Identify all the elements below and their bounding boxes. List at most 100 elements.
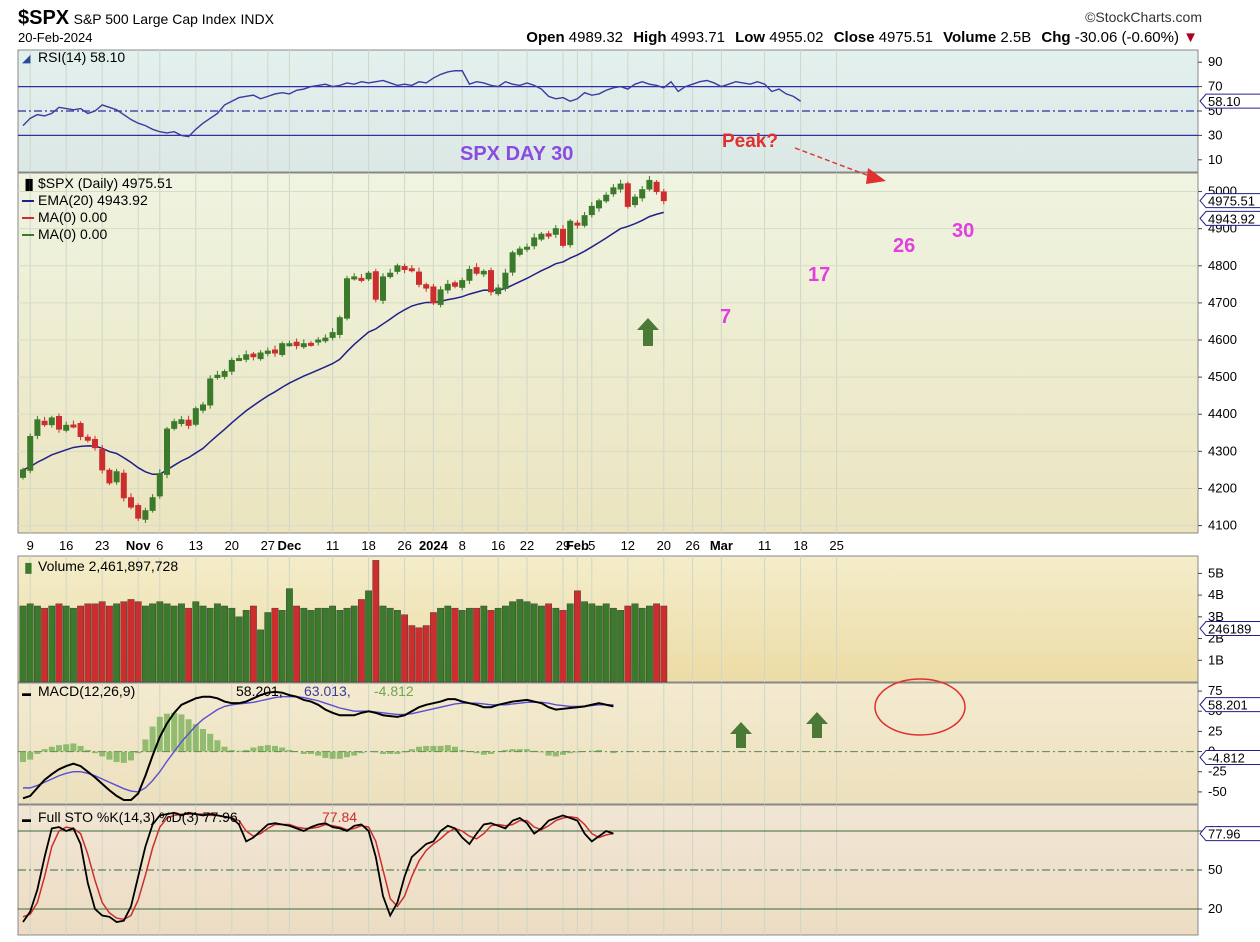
open-value: 4989.32	[568, 29, 624, 46]
candle-body	[632, 196, 638, 206]
candle-body	[308, 342, 314, 346]
macd-histogram-bar	[142, 739, 149, 752]
candle-body	[84, 436, 91, 441]
volume-bar	[559, 610, 567, 683]
macd-histogram-bar	[200, 728, 206, 752]
volume-bar	[127, 599, 135, 683]
volume-bar	[466, 607, 473, 683]
candle-body	[365, 272, 372, 280]
macd-signal-line	[23, 696, 614, 793]
candle-body	[387, 272, 394, 278]
close-value: 4975.51	[878, 29, 933, 46]
volume-bar	[415, 627, 423, 683]
macd-histogram-bar	[538, 751, 545, 753]
up-arrow-icon	[637, 318, 659, 346]
macd-histogram-bar	[560, 751, 566, 755]
macd-last-label-box	[1199, 697, 1260, 713]
x-axis-label: 25	[829, 538, 843, 553]
candle-body	[48, 417, 55, 426]
x-axis-label: 23	[95, 538, 109, 553]
macd-line	[22, 690, 614, 801]
macd-histogram-bar	[394, 751, 401, 754]
candle-body	[524, 246, 530, 250]
day-7-label: 7	[720, 306, 731, 328]
macd-histogram-bar	[509, 749, 516, 752]
macd-histogram-bar	[192, 724, 199, 752]
x-axis-label: Mar	[710, 538, 733, 553]
histogram-value: -4.812	[374, 683, 414, 699]
macd-histogram-bar	[272, 745, 278, 752]
candle-body	[372, 271, 379, 300]
candle-body	[41, 420, 48, 426]
day-30-label: 30	[952, 220, 974, 242]
peak-arrow-line	[794, 147, 873, 178]
rsi-title: RSI(14) 58.10	[38, 49, 125, 65]
sto-d-line	[22, 813, 614, 921]
volume-bar	[473, 607, 480, 683]
candle-body	[77, 423, 84, 438]
sto-d-value: 77.84	[322, 809, 357, 825]
volume-bar	[624, 605, 632, 683]
candle-body	[567, 220, 574, 246]
macd-histogram-bar	[250, 747, 257, 752]
volume-value: 2.5B	[1000, 29, 1032, 46]
x-axis-label: 13	[189, 538, 203, 553]
candle-body	[416, 271, 422, 285]
volume-bar	[156, 601, 164, 683]
volume-bar	[228, 607, 236, 683]
candle-body	[286, 343, 293, 347]
open-label: Open	[526, 29, 565, 46]
histogram-last-label-box	[1199, 749, 1260, 765]
volume-title-icon: ▐▌	[22, 562, 35, 574]
volume-axis-tick-label: 5B	[1208, 565, 1224, 580]
macd-histogram-bar	[358, 751, 365, 754]
high-value: 4993.71	[670, 29, 725, 46]
up-arrow-icon	[806, 712, 828, 738]
candle-body	[20, 469, 26, 478]
x-axis-label: 20	[225, 538, 239, 553]
x-axis-label: 8	[459, 538, 466, 553]
volume-bar	[55, 603, 63, 683]
macd-histogram-bar	[70, 743, 77, 752]
candle-icon: ▐▌	[22, 178, 36, 192]
candle-body	[214, 374, 221, 378]
volume-bar	[177, 603, 185, 683]
macd-title: MACD(12,26,9)	[38, 683, 135, 699]
x-axis-label: 5	[588, 538, 595, 553]
macd-last-label: 58.201	[1208, 698, 1248, 713]
rsi-axis-tick-label: 10	[1208, 152, 1222, 167]
candle-body	[531, 237, 538, 247]
macd-histogram-bar	[106, 751, 113, 760]
volume-bar	[141, 605, 149, 683]
x-axis-label: 6	[156, 538, 163, 553]
candle-body	[473, 267, 480, 274]
volume-bar	[307, 610, 315, 683]
sto-last-label: 77.96	[1208, 827, 1241, 842]
volume-bar	[105, 605, 113, 683]
volume-bar	[293, 605, 300, 683]
price-axis-tick-label: 4100	[1208, 518, 1237, 533]
x-axis-label: Dec	[277, 538, 301, 553]
volume-bar	[451, 607, 459, 683]
volume-bar	[206, 607, 214, 683]
volume-bar	[41, 607, 49, 683]
candle-body	[344, 278, 350, 319]
macd-histogram-bar	[452, 746, 458, 752]
candle-body	[228, 359, 235, 372]
macd-histogram-bar	[437, 745, 444, 752]
volume-bar	[401, 614, 408, 683]
macd-histogram-bar	[236, 750, 242, 752]
volume-bar	[350, 605, 358, 683]
candle-body	[596, 200, 602, 209]
macd-histogram-bar	[502, 749, 509, 752]
macd-histogram-bar	[552, 751, 559, 757]
close-price-label-box	[1199, 193, 1260, 209]
price-axis-tick-label: 4600	[1208, 332, 1237, 347]
x-axis-label: 11	[326, 538, 340, 553]
volume-bar	[343, 607, 351, 683]
rsi-axis-tick-label: 30	[1208, 127, 1222, 142]
macd-histogram-bar	[264, 745, 271, 752]
macd-histogram-bar	[56, 745, 62, 752]
volume-bar	[322, 607, 329, 683]
